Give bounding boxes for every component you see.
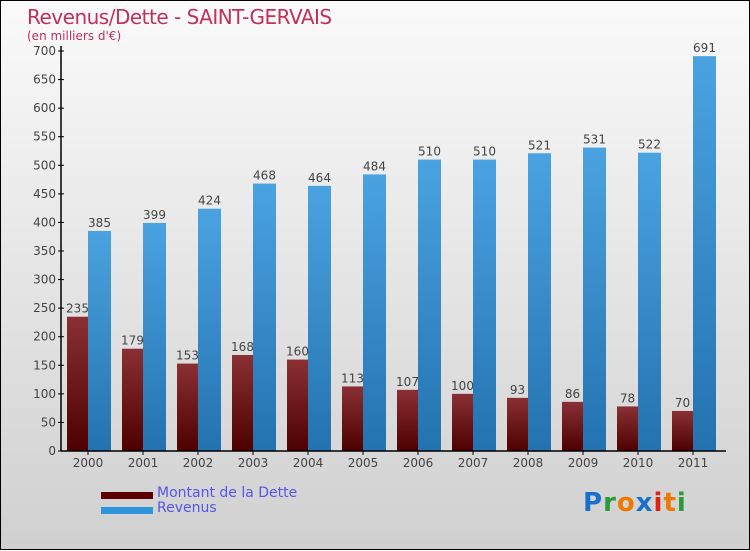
- data-label-revenus: 510: [418, 145, 441, 159]
- data-label-debt: 168: [231, 340, 254, 354]
- x-tick-label: 2007: [458, 456, 489, 470]
- legend-swatch-debt: [101, 492, 153, 499]
- x-tick-label: 2008: [513, 456, 544, 470]
- data-label-revenus: 521: [528, 138, 551, 152]
- bar-revenus: [308, 185, 331, 451]
- y-tick-label: 500: [33, 158, 56, 172]
- data-label-revenus: 424: [198, 194, 221, 208]
- data-label-revenus: 468: [253, 169, 276, 183]
- y-tick-label: 350: [33, 244, 56, 258]
- y-tick-label: 650: [33, 73, 56, 87]
- logo-letter: x: [635, 488, 654, 518]
- bar-revenus: [473, 159, 496, 452]
- bar-revenus: [528, 153, 551, 452]
- data-label-debt: 113: [341, 371, 364, 385]
- y-tick-label: 300: [33, 273, 56, 287]
- logo-letter: t: [663, 488, 677, 518]
- logo-letter: i: [653, 488, 664, 518]
- logo-letter: r: [603, 488, 617, 518]
- x-tick-label: 2005: [348, 456, 379, 470]
- y-tick-label: 200: [33, 330, 56, 344]
- data-label-revenus: 464: [308, 171, 331, 185]
- chart-subtitle: (en milliers d'€): [27, 29, 122, 43]
- data-label-revenus: 484: [363, 159, 386, 173]
- logo-letter: i: [676, 488, 687, 518]
- x-tick-label: 2010: [623, 456, 654, 470]
- data-label-debt: 93: [510, 383, 525, 397]
- bar-debt: [232, 355, 253, 451]
- data-label-debt: 179: [121, 334, 144, 348]
- bar-revenus: [693, 56, 716, 452]
- data-label-debt: 100: [451, 379, 474, 393]
- y-tick-label: 150: [33, 358, 56, 372]
- y-tick-label: 100: [33, 387, 56, 401]
- data-label-revenus: 691: [693, 41, 716, 55]
- data-label-debt: 160: [286, 345, 309, 359]
- y-tick-label: 250: [33, 301, 56, 315]
- bar-debt: [122, 348, 143, 451]
- y-tick-label: 450: [33, 187, 56, 201]
- bar-debt: [452, 393, 473, 451]
- x-tick-label: 2000: [73, 456, 104, 470]
- y-tick-label: 50: [41, 415, 56, 429]
- bar-debt: [342, 386, 363, 451]
- bar-debt: [507, 397, 528, 451]
- data-label-debt: 86: [565, 387, 580, 401]
- bar-debt: [672, 411, 693, 451]
- bar-debt: [617, 406, 638, 451]
- data-label-revenus: 522: [638, 138, 661, 152]
- data-label-debt: 235: [66, 302, 89, 316]
- y-tick-label: 550: [33, 130, 56, 144]
- bar-revenus: [418, 159, 441, 452]
- bar-revenus: [88, 231, 111, 451]
- x-tick-label: 2009: [568, 456, 599, 470]
- bar-debt: [562, 401, 583, 451]
- data-label-revenus: 510: [473, 145, 496, 159]
- bar-debt: [397, 389, 418, 451]
- bar-revenus: [583, 147, 606, 452]
- bar-revenus: [143, 223, 166, 451]
- bar-revenus: [363, 174, 386, 451]
- y-tick-label: 700: [33, 44, 56, 58]
- y-tick-label: 600: [33, 101, 56, 115]
- bar-debt: [177, 363, 198, 451]
- logo-letter: P: [583, 488, 604, 518]
- logo-letter: o: [616, 488, 636, 518]
- legend-swatch-revenus: [101, 507, 153, 514]
- bar-debt: [67, 316, 88, 451]
- x-tick-label: 2004: [293, 456, 324, 470]
- data-label-debt: 78: [620, 391, 635, 405]
- x-tick-label: 2011: [678, 456, 709, 470]
- x-tick-label: 2001: [128, 456, 159, 470]
- bar-revenus: [253, 183, 276, 452]
- x-tick-label: 2003: [238, 456, 269, 470]
- x-tick-label: 2002: [183, 456, 214, 470]
- data-label-revenus: 385: [88, 216, 111, 230]
- bar-revenus: [638, 152, 661, 451]
- y-tick-label: 400: [33, 215, 56, 229]
- bar-debt: [287, 359, 308, 451]
- data-label-debt: 107: [396, 375, 419, 389]
- data-label-debt: 153: [176, 349, 199, 363]
- legend-label-revenus: Revenus: [157, 500, 217, 516]
- x-tick-label: 2006: [403, 456, 434, 470]
- data-label-revenus: 399: [143, 208, 166, 222]
- data-label-debt: 70: [675, 396, 690, 410]
- y-tick-label: 0: [48, 444, 56, 458]
- proxiti-logo[interactable]: Proxiti: [583, 488, 687, 518]
- chart-title: Revenus/Dette - SAINT-GERVAIS: [27, 5, 332, 29]
- data-label-revenus: 531: [583, 133, 606, 147]
- bar-revenus: [198, 208, 221, 451]
- legend-label-debt: Montant de la Dette: [157, 485, 298, 501]
